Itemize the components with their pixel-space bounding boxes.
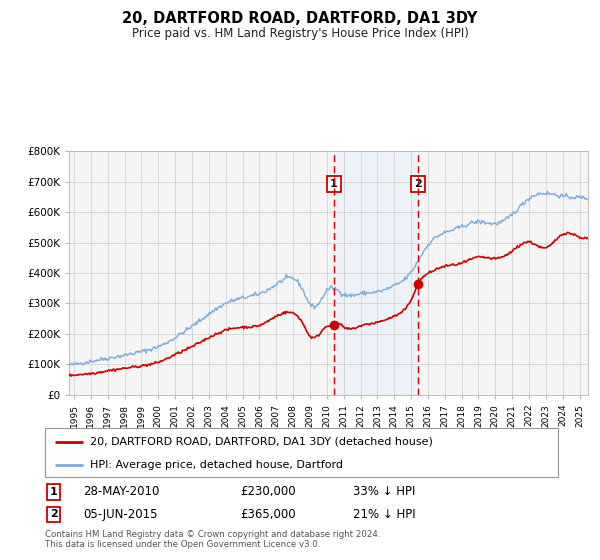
Text: 2: 2 — [50, 509, 58, 519]
Text: Contains HM Land Registry data © Crown copyright and database right 2024.
This d: Contains HM Land Registry data © Crown c… — [45, 530, 380, 549]
Text: 20, DARTFORD ROAD, DARTFORD, DA1 3DY (detached house): 20, DARTFORD ROAD, DARTFORD, DA1 3DY (de… — [90, 437, 433, 447]
Text: 1: 1 — [50, 487, 58, 497]
Text: 1: 1 — [330, 179, 338, 189]
Text: 33% ↓ HPI: 33% ↓ HPI — [353, 486, 415, 498]
Text: 21% ↓ HPI: 21% ↓ HPI — [353, 508, 415, 521]
Text: £365,000: £365,000 — [240, 508, 296, 521]
Text: HPI: Average price, detached house, Dartford: HPI: Average price, detached house, Dart… — [90, 460, 343, 470]
FancyBboxPatch shape — [45, 428, 558, 477]
Bar — [334, 151, 418, 395]
Text: 2: 2 — [414, 179, 422, 189]
Text: Price paid vs. HM Land Registry's House Price Index (HPI): Price paid vs. HM Land Registry's House … — [131, 27, 469, 40]
Text: 05-JUN-2015: 05-JUN-2015 — [83, 508, 158, 521]
Text: 20, DARTFORD ROAD, DARTFORD, DA1 3DY: 20, DARTFORD ROAD, DARTFORD, DA1 3DY — [122, 11, 478, 26]
Text: £230,000: £230,000 — [240, 486, 296, 498]
Text: 28-MAY-2010: 28-MAY-2010 — [83, 486, 160, 498]
